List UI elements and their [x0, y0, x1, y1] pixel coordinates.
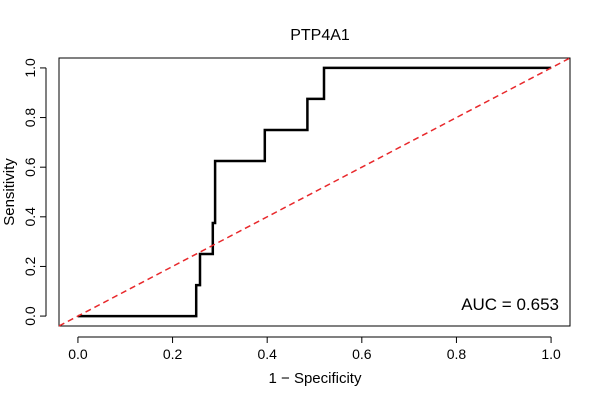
y-tick-label: 0.0: [22, 306, 38, 326]
x-tick-label: 0.4: [257, 346, 277, 362]
y-tick-label: 0.6: [22, 157, 38, 177]
roc-curve-line: [77, 66, 552, 318]
x-tick-label: 0.8: [447, 346, 467, 362]
chart-title: PTP4A1: [290, 27, 350, 44]
x-axis-label: 1 − Specificity: [269, 370, 362, 387]
y-tick-label: 0.8: [22, 108, 38, 128]
auc-annotation: AUC = 0.653: [461, 295, 559, 314]
plot-marks: 0.0 0.2 0.4 0.6 0.8 1.0 0.0 0.2 0.4 0.6 0.8 1.0: [22, 57, 571, 362]
reference-diagonal-line: [58, 57, 571, 327]
x-tick-label: 0.2: [163, 346, 183, 362]
y-tick-label: 0.2: [22, 257, 38, 277]
y-tick-label: 0.4: [22, 207, 38, 227]
plot-frame: [58, 57, 571, 327]
x-tick-label: 1.0: [541, 346, 561, 362]
y-axis-label: Sensitivity: [1, 158, 18, 226]
x-tick-label: 0.0: [68, 346, 88, 362]
x-tick-label: 0.6: [352, 346, 372, 362]
y-tick-label: 1.0: [22, 58, 38, 78]
